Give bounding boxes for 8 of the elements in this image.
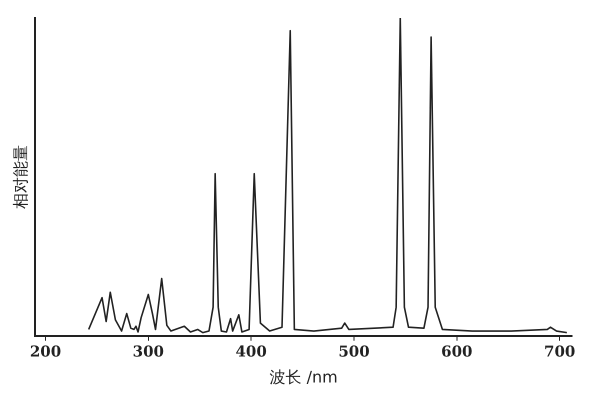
x-tick-label: 200 xyxy=(30,342,62,361)
x-axis-title: 波长 /nm xyxy=(270,368,338,387)
x-tick-label: 600 xyxy=(441,342,472,361)
x-tick-label: 500 xyxy=(338,342,370,361)
x-tick-label: 400 xyxy=(236,342,267,361)
x-tick-label: 700 xyxy=(544,342,576,361)
x-tick-label: 300 xyxy=(132,342,164,361)
y-axis-title: 相对能量 xyxy=(10,144,30,209)
